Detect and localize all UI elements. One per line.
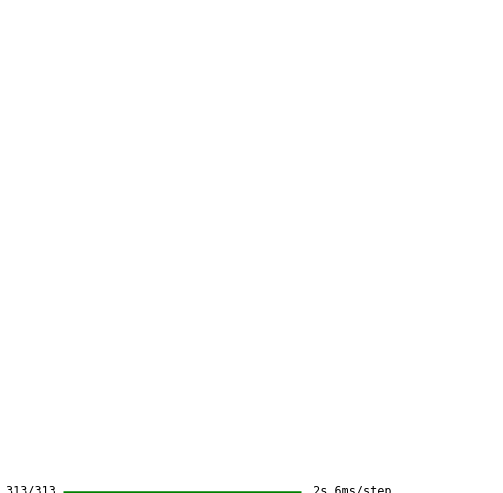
Text: 2s 6ms/step: 2s 6ms/step [306, 485, 391, 493]
Text: 313/313: 313/313 [6, 485, 63, 493]
